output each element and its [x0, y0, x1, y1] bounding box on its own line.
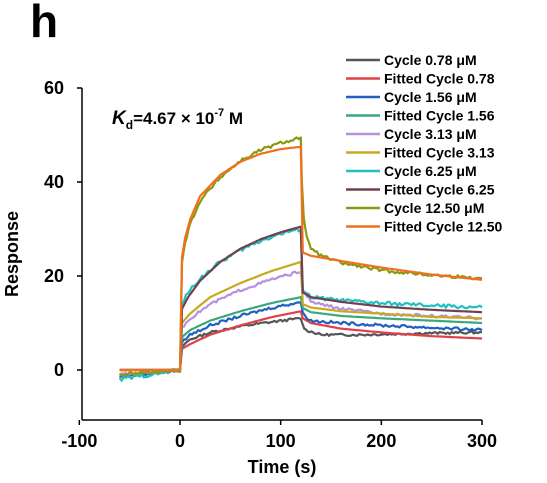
kd-k: K: [112, 108, 127, 129]
legend-entry: Fitted Cycle 3.13: [384, 145, 495, 161]
ticks: -100 0 100 200 300 0 20 40 60: [44, 78, 497, 451]
legend-entry: Fitted Cycle 0.78: [384, 71, 495, 87]
legend-entry: Fitted Cycle 1.56: [384, 108, 495, 124]
series-line: [118, 270, 483, 377]
kd-annotation: Kd=4.67 × 10-7 M: [112, 107, 243, 132]
series-line: [119, 260, 483, 372]
series-lines: [118, 136, 483, 382]
y-tick-label: 60: [44, 78, 64, 98]
x-tick-label: 0: [175, 431, 185, 451]
legend-entry: Cycle 12.50 μM: [384, 200, 484, 216]
x-tick-label: 300: [467, 431, 497, 451]
panel-letter: h: [30, 0, 59, 47]
legend-entry: Cycle 6.25 μM: [384, 163, 477, 179]
kd-unit: M: [224, 109, 243, 128]
kd-sub: d: [126, 118, 133, 132]
legend-entry: Fitted Cycle 12.50: [384, 219, 502, 235]
y-tick-label: 20: [44, 266, 64, 286]
legend-entry: Cycle 3.13 μM: [384, 126, 477, 142]
legend: Cycle 0.78 μM Fitted Cycle 0.78 Cycle 1.56…: [346, 52, 502, 235]
legend-entry: Cycle 1.56 μM: [384, 89, 477, 105]
y-tick-label: 0: [54, 360, 64, 380]
kd-text: =4.67 × 10: [133, 109, 214, 128]
legend-entry: Fitted Cycle 6.25: [384, 182, 495, 198]
x-tick-label: 200: [366, 431, 396, 451]
series-line: [119, 145, 483, 372]
y-tick-label: 40: [44, 172, 64, 192]
x-tick-label: 100: [266, 431, 296, 451]
x-axis-label: Time (s): [248, 457, 317, 477]
axes: [81, 88, 482, 421]
legend-entry: Cycle 0.78 μM: [384, 52, 477, 68]
x-tick-label: -100: [61, 431, 97, 451]
y-axis-label: Response: [2, 211, 22, 297]
kd-exp: -7: [214, 107, 224, 119]
